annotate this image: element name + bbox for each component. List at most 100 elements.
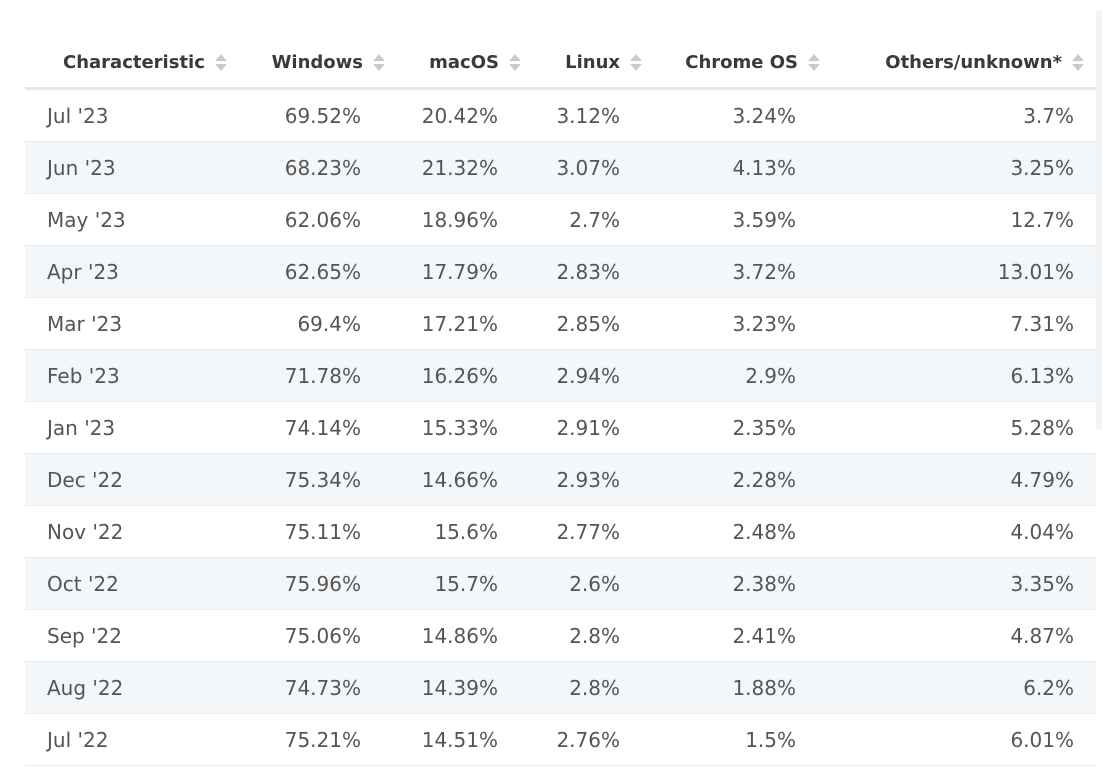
value-cell: 2.48% xyxy=(642,505,820,558)
value-cell: 15.33% xyxy=(385,401,521,454)
column-header[interactable]: macOS xyxy=(385,37,521,90)
value-cell: 71.78% xyxy=(243,349,385,402)
column-header-inner: macOS xyxy=(429,52,521,73)
row-label-cell: Jun '23 xyxy=(25,141,243,194)
value-cell: 21.32% xyxy=(385,141,521,194)
value-cell: 2.38% xyxy=(642,557,820,610)
column-header-label: Linux xyxy=(565,51,620,73)
value-cell: 2.9% xyxy=(642,349,820,402)
sort-descending-arrow-icon xyxy=(214,63,227,71)
value-cell: 2.41% xyxy=(642,609,820,662)
table-row: Oct '22 75.96% 15.7% 2.6% 2.38% 3.35% xyxy=(25,557,1096,610)
value-cell: 16.26% xyxy=(385,349,521,402)
value-cell: 68.23% xyxy=(243,141,385,194)
row-label-cell: Aug '22 xyxy=(25,661,243,714)
column-header[interactable]: Windows xyxy=(243,37,385,90)
table-row: Jun '23 68.23% 21.32% 3.07% 4.13% 3.25% xyxy=(25,141,1096,194)
value-cell: 2.8% xyxy=(521,661,642,714)
value-cell: 4.79% xyxy=(820,453,1096,506)
sort-arrows-icon[interactable] xyxy=(509,53,521,71)
sort-arrows-icon[interactable] xyxy=(808,53,820,71)
column-header-inner: Linux xyxy=(565,52,642,73)
row-label-cell: Jul '22 xyxy=(25,713,243,766)
value-cell: 3.24% xyxy=(642,88,820,142)
column-header[interactable]: Others/unknown* xyxy=(820,37,1096,90)
table-row: Jan '23 74.14% 15.33% 2.91% 2.35% 5.28% xyxy=(25,401,1096,454)
sort-descending-arrow-icon xyxy=(373,63,385,71)
header-row: Characteristic Windows macOS Linux Chrome OS… xyxy=(25,37,1096,90)
value-cell: 2.85% xyxy=(521,297,642,350)
row-label-cell: May '23 xyxy=(25,193,243,246)
value-cell: 74.73% xyxy=(243,661,385,714)
scrollbar-track[interactable] xyxy=(1096,10,1102,430)
sort-ascending-arrow-icon xyxy=(373,53,385,61)
column-header[interactable]: Chrome OS xyxy=(642,37,820,90)
sort-descending-arrow-icon xyxy=(630,63,642,71)
column-header-label: Windows xyxy=(271,51,363,73)
column-header-inner: Others/unknown* xyxy=(885,52,1084,73)
sort-arrows-icon[interactable] xyxy=(630,53,642,71)
sort-arrows-icon[interactable] xyxy=(1072,53,1084,71)
os-market-share-table: Characteristic Windows macOS Linux Chrome OS… xyxy=(25,37,1096,766)
value-cell: 13.01% xyxy=(820,245,1096,298)
value-cell: 3.23% xyxy=(642,297,820,350)
value-cell: 2.77% xyxy=(521,505,642,558)
value-cell: 2.8% xyxy=(521,609,642,662)
table-row: Jul '23 69.52% 20.42% 3.12% 3.24% 3.7% xyxy=(25,88,1096,142)
value-cell: 75.06% xyxy=(243,609,385,662)
value-cell: 62.65% xyxy=(243,245,385,298)
value-cell: 2.93% xyxy=(521,453,642,506)
value-cell: 14.66% xyxy=(385,453,521,506)
value-cell: 6.2% xyxy=(820,661,1096,714)
column-header-label: macOS xyxy=(429,51,499,73)
value-cell: 2.7% xyxy=(521,193,642,246)
table-header: Characteristic Windows macOS Linux Chrome OS… xyxy=(25,37,1096,90)
value-cell: 3.7% xyxy=(820,88,1096,142)
value-cell: 3.07% xyxy=(521,141,642,194)
value-cell: 17.79% xyxy=(385,245,521,298)
row-label-cell: Nov '22 xyxy=(25,505,243,558)
table-row: Aug '22 74.73% 14.39% 2.8% 1.88% 6.2% xyxy=(25,661,1096,714)
table-row: Dec '22 75.34% 14.66% 2.93% 2.28% 4.79% xyxy=(25,453,1096,506)
table-row: Mar '23 69.4% 17.21% 2.85% 3.23% 7.31% xyxy=(25,297,1096,350)
sort-arrows-icon[interactable] xyxy=(373,53,385,71)
sort-ascending-arrow-icon xyxy=(1072,53,1084,61)
sort-arrows-icon[interactable] xyxy=(214,53,227,71)
value-cell: 69.4% xyxy=(243,297,385,350)
value-cell: 20.42% xyxy=(385,88,521,142)
column-header[interactable]: Characteristic xyxy=(25,37,243,90)
value-cell: 5.28% xyxy=(820,401,1096,454)
value-cell: 75.11% xyxy=(243,505,385,558)
table-body: Jul '23 69.52% 20.42% 3.12% 3.24% 3.7% Jun '23… xyxy=(25,88,1096,766)
value-cell: 2.35% xyxy=(642,401,820,454)
value-cell: 75.34% xyxy=(243,453,385,506)
value-cell: 6.01% xyxy=(820,713,1096,766)
table-row: May '23 62.06% 18.96% 2.7% 3.59% 12.7% xyxy=(25,193,1096,246)
value-cell: 2.6% xyxy=(521,557,642,610)
value-cell: 4.87% xyxy=(820,609,1096,662)
sort-ascending-arrow-icon xyxy=(509,53,521,61)
value-cell: 3.12% xyxy=(521,88,642,142)
value-cell: 1.88% xyxy=(642,661,820,714)
column-header-inner: Chrome OS xyxy=(685,52,820,73)
value-cell: 15.6% xyxy=(385,505,521,558)
row-label-cell: Feb '23 xyxy=(25,349,243,402)
value-cell: 4.13% xyxy=(642,141,820,194)
column-header[interactable]: Linux xyxy=(521,37,642,90)
row-label-cell: Oct '22 xyxy=(25,557,243,610)
value-cell: 3.72% xyxy=(642,245,820,298)
value-cell: 6.13% xyxy=(820,349,1096,402)
value-cell: 14.51% xyxy=(385,713,521,766)
value-cell: 2.76% xyxy=(521,713,642,766)
value-cell: 2.91% xyxy=(521,401,642,454)
value-cell: 1.5% xyxy=(642,713,820,766)
value-cell: 4.04% xyxy=(820,505,1096,558)
value-cell: 74.14% xyxy=(243,401,385,454)
row-label-cell: Mar '23 xyxy=(25,297,243,350)
value-cell: 14.86% xyxy=(385,609,521,662)
column-header-label: Characteristic xyxy=(63,51,205,73)
column-header-label: Chrome OS xyxy=(685,51,798,73)
value-cell: 2.28% xyxy=(642,453,820,506)
table-row: Nov '22 75.11% 15.6% 2.77% 2.48% 4.04% xyxy=(25,505,1096,558)
